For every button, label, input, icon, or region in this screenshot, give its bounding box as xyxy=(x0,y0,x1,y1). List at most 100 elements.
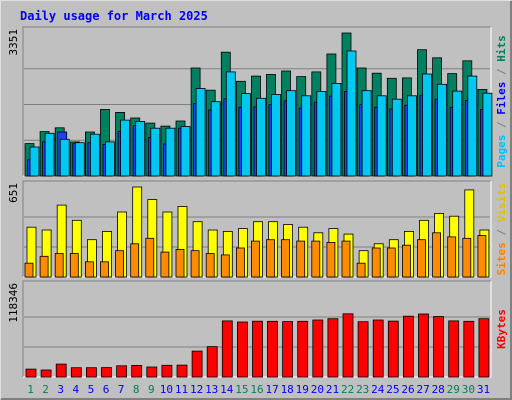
bar-kbytes-day-10 xyxy=(161,364,173,378)
bar-kbytes-day-4 xyxy=(70,367,82,378)
bar-sites-day-18 xyxy=(281,239,291,278)
bar-pages-day-16 xyxy=(256,97,266,177)
bar-sites-day-13 xyxy=(205,253,215,278)
bar-kbytes-day-20 xyxy=(312,319,324,378)
bar-kbytes-day-18 xyxy=(282,321,294,378)
bar-kbytes-day-23 xyxy=(357,321,369,378)
bar-kbytes-day-13 xyxy=(206,346,218,378)
x-tick-day-26: 26 xyxy=(401,383,414,396)
bar-kbytes-day-24 xyxy=(372,319,384,378)
bar-pages-day-25 xyxy=(391,98,402,177)
bar-pages-day-1 xyxy=(29,146,40,177)
x-tick-day-25: 25 xyxy=(386,383,399,396)
x-tick-day-11: 11 xyxy=(175,383,188,396)
bar-kbytes-day-27 xyxy=(418,313,429,378)
bar-sites-day-22 xyxy=(341,240,351,278)
panel-kbytes-ymax-label: 118346 xyxy=(7,283,20,323)
bar-sites-day-27 xyxy=(417,239,426,278)
bar-sites-day-23 xyxy=(356,262,366,278)
chart-title: Daily usage for March 2025 xyxy=(20,9,208,23)
bar-kbytes-day-7 xyxy=(116,365,127,378)
bar-pages-day-13 xyxy=(210,101,221,177)
x-tick-day-8: 8 xyxy=(133,383,140,396)
bar-pages-day-31 xyxy=(482,92,493,177)
x-tick-day-29: 29 xyxy=(447,383,460,396)
x-tick-day-15: 15 xyxy=(235,383,248,396)
x-tick-day-7: 7 xyxy=(118,383,125,396)
bar-pages-day-9 xyxy=(150,127,161,177)
bar-pages-day-2 xyxy=(44,132,55,177)
bar-kbytes-day-2 xyxy=(40,369,52,378)
bar-kbytes-day-22 xyxy=(342,313,354,378)
bar-kbytes-day-30 xyxy=(463,320,475,378)
bar-sites-day-11 xyxy=(175,248,185,278)
bar-pages-day-5 xyxy=(90,133,100,177)
series-label-part: Pages xyxy=(495,135,508,168)
panel-kbytes-series-label: KBytes xyxy=(495,309,508,349)
x-tick-day-18: 18 xyxy=(281,383,294,396)
bar-kbytes-day-11 xyxy=(176,364,188,378)
bar-kbytes-day-14 xyxy=(221,320,233,378)
x-tick-day-17: 17 xyxy=(265,383,278,396)
series-label-part: Files xyxy=(495,82,508,115)
bar-pages-day-7 xyxy=(120,119,130,177)
bar-kbytes-day-19 xyxy=(297,320,309,378)
bar-sites-day-6 xyxy=(100,261,109,278)
bar-kbytes-day-12 xyxy=(191,350,203,378)
bar-pages-day-24 xyxy=(376,95,387,177)
bar-kbytes-day-31 xyxy=(478,318,490,378)
bar-pages-day-21 xyxy=(331,83,342,177)
bar-pages-day-11 xyxy=(180,126,191,177)
x-tick-day-2: 2 xyxy=(42,383,49,396)
bar-kbytes-day-6 xyxy=(101,367,112,378)
bar-sites-day-24 xyxy=(371,247,381,278)
x-tick-day-21: 21 xyxy=(326,383,339,396)
x-tick-day-20: 20 xyxy=(311,383,324,396)
series-label-part: Hits xyxy=(495,35,508,62)
panel-pages-files-hits-series-label: Pages / Files / Hits xyxy=(495,35,508,168)
series-label-part: / xyxy=(495,222,508,242)
bar-sites-day-12 xyxy=(190,250,200,278)
bar-kbytes-day-5 xyxy=(86,367,97,378)
bar-pages-day-28 xyxy=(437,83,448,177)
panel-kbytes-edge-dark xyxy=(22,280,491,377)
bar-sites-day-21 xyxy=(326,241,336,278)
x-tick-day-28: 28 xyxy=(432,383,445,396)
bar-sites-day-14 xyxy=(220,254,230,278)
x-tick-day-16: 16 xyxy=(250,383,263,396)
bar-pages-day-26 xyxy=(406,95,417,177)
x-tick-day-31: 31 xyxy=(477,383,490,396)
x-tick-day-12: 12 xyxy=(190,383,203,396)
bar-kbytes-day-3 xyxy=(55,363,67,378)
x-tick-day-1: 1 xyxy=(27,383,34,396)
bar-pages-day-19 xyxy=(301,95,312,177)
bar-pages-day-10 xyxy=(165,127,176,177)
bar-pages-day-17 xyxy=(271,94,281,177)
x-tick-day-22: 22 xyxy=(341,383,354,396)
x-tick-day-6: 6 xyxy=(103,383,110,396)
bar-pages-day-30 xyxy=(467,75,478,177)
bar-kbytes-day-28 xyxy=(433,316,445,378)
x-tick-day-4: 4 xyxy=(72,383,79,396)
bar-kbytes-day-25 xyxy=(387,320,399,378)
bar-sites-day-5 xyxy=(85,261,94,278)
bar-pages-day-18 xyxy=(286,90,297,177)
x-tick-day-9: 9 xyxy=(148,383,155,396)
bar-kbytes-day-29 xyxy=(448,320,460,378)
bar-sites-day-15 xyxy=(235,247,245,278)
bar-sites-day-25 xyxy=(386,247,396,278)
bar-kbytes-day-26 xyxy=(402,315,414,378)
bar-sites-day-17 xyxy=(266,239,275,278)
x-tick-day-24: 24 xyxy=(371,383,385,396)
bar-pages-day-27 xyxy=(422,73,432,177)
x-tick-day-19: 19 xyxy=(296,383,309,396)
series-label-part: Sites xyxy=(495,242,508,275)
x-tick-day-5: 5 xyxy=(88,383,95,396)
bar-sites-day-3 xyxy=(54,253,64,278)
bar-kbytes-day-16 xyxy=(252,320,263,378)
bar-sites-day-8 xyxy=(130,243,140,278)
x-tick-day-13: 13 xyxy=(205,383,218,396)
bar-pages-day-8 xyxy=(135,121,146,177)
